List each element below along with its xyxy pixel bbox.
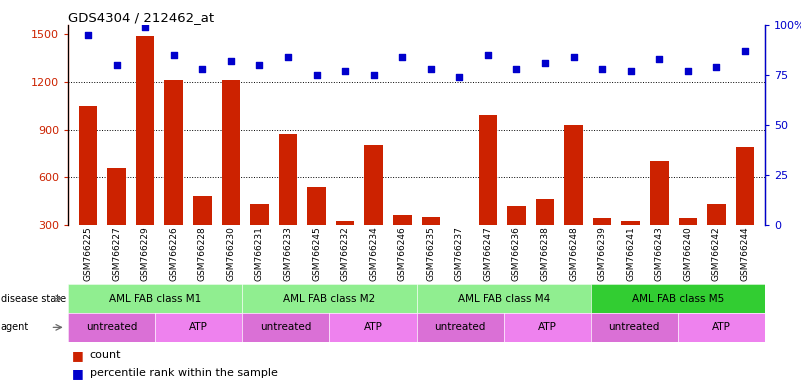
- Point: [510, 66, 523, 72]
- Point: [653, 56, 666, 62]
- Point: [111, 62, 123, 68]
- Bar: [222, 80, 240, 272]
- Point: [396, 54, 409, 60]
- Text: ■: ■: [72, 367, 84, 380]
- Point: [139, 24, 151, 30]
- Point: [253, 62, 266, 68]
- Bar: [308, 187, 326, 272]
- Text: AML FAB class M5: AML FAB class M5: [632, 293, 724, 304]
- Text: ATP: ATP: [364, 322, 382, 333]
- Text: untreated: untreated: [86, 322, 137, 333]
- Text: AML FAB class M2: AML FAB class M2: [284, 293, 376, 304]
- Point: [481, 52, 494, 58]
- Point: [624, 68, 637, 74]
- Text: untreated: untreated: [260, 322, 312, 333]
- Text: AML FAB class M4: AML FAB class M4: [457, 293, 549, 304]
- Point: [282, 54, 295, 60]
- Bar: [593, 218, 611, 272]
- Bar: [279, 134, 297, 272]
- Bar: [678, 218, 697, 272]
- Bar: [78, 106, 98, 272]
- Point: [538, 60, 551, 66]
- Bar: [336, 222, 354, 272]
- Point: [425, 66, 437, 72]
- Bar: [735, 147, 755, 272]
- Bar: [536, 199, 554, 272]
- Text: ATP: ATP: [712, 322, 731, 333]
- Text: percentile rank within the sample: percentile rank within the sample: [90, 368, 278, 378]
- Text: count: count: [90, 350, 121, 360]
- Point: [739, 48, 751, 54]
- Text: agent: agent: [1, 322, 29, 333]
- Point: [710, 64, 723, 70]
- Text: ATP: ATP: [537, 322, 557, 333]
- Bar: [193, 196, 211, 272]
- Bar: [565, 125, 583, 272]
- Point: [310, 72, 323, 78]
- Text: ■: ■: [72, 349, 84, 362]
- Bar: [450, 228, 469, 272]
- Bar: [250, 204, 268, 272]
- Bar: [136, 36, 155, 272]
- Text: AML FAB class M1: AML FAB class M1: [109, 293, 201, 304]
- Bar: [507, 205, 525, 272]
- Point: [339, 68, 352, 74]
- Point: [453, 74, 465, 80]
- Bar: [707, 204, 726, 272]
- Bar: [164, 80, 183, 272]
- Text: disease state: disease state: [1, 293, 66, 304]
- Bar: [393, 215, 412, 272]
- Bar: [622, 222, 640, 272]
- Text: GDS4304 / 212462_at: GDS4304 / 212462_at: [68, 12, 214, 25]
- Bar: [364, 146, 383, 272]
- Text: untreated: untreated: [434, 322, 485, 333]
- Point: [167, 52, 180, 58]
- Text: untreated: untreated: [609, 322, 660, 333]
- Point: [567, 54, 580, 60]
- Point: [82, 32, 95, 38]
- Bar: [650, 161, 669, 272]
- Bar: [479, 115, 497, 272]
- Point: [682, 68, 694, 74]
- Bar: [421, 217, 440, 272]
- Bar: [107, 167, 126, 272]
- Point: [224, 58, 237, 64]
- Text: ATP: ATP: [189, 322, 208, 333]
- Point: [196, 66, 209, 72]
- Point: [368, 72, 380, 78]
- Point: [596, 66, 609, 72]
